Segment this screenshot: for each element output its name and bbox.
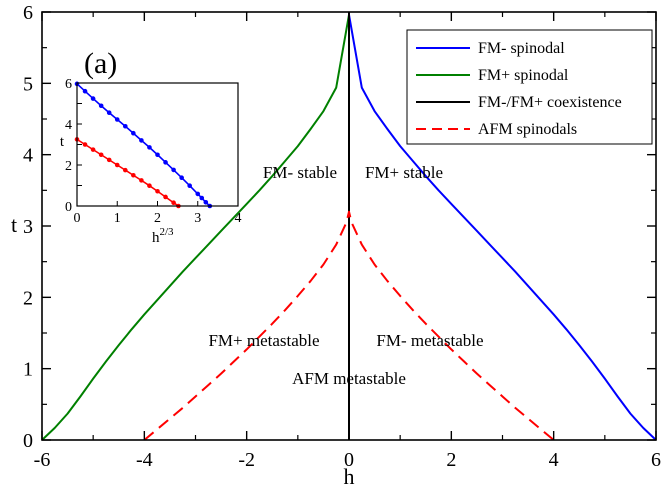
inset-point-afm-spinodals xyxy=(82,142,88,147)
inset-point-fm-spinodal xyxy=(114,117,120,122)
annotation-fm-plus-metastable: FM+ metastable xyxy=(208,331,319,350)
legend-label-fm-plus: FM+ spinodal xyxy=(478,67,569,84)
y-tick-label: 1 xyxy=(23,359,33,381)
inset-point-fm-spinodal xyxy=(179,175,184,181)
annotation-fm-minus-stable: FM- stable xyxy=(263,163,337,182)
annotation-fm-plus-stable: FM+ stable xyxy=(365,163,443,182)
inset-point-fm-spinodal xyxy=(106,110,112,116)
inset-x-tick-label: 0 xyxy=(74,211,81,226)
inset-plot: 0 1 2 3 4 0 2 4 6 t h2/3 xyxy=(60,77,242,246)
y-axis-label: t xyxy=(11,212,17,237)
inset-point-fm-spinodal xyxy=(82,88,88,94)
inset-background xyxy=(77,83,238,206)
inset-point-fm-spinodal xyxy=(139,138,144,143)
inset-point-afm-spinodals xyxy=(147,183,152,188)
panel-label: (a) xyxy=(84,47,117,80)
x-tick-label: 6 xyxy=(651,449,661,471)
inset-series-group xyxy=(74,81,213,209)
inset-point-fm-spinodal xyxy=(98,103,104,109)
series-fm-spinodal xyxy=(41,14,350,441)
inset-y-tick-label: 2 xyxy=(65,159,72,174)
inset-tick-group: 0 1 2 3 4 0 2 4 6 xyxy=(65,77,242,226)
x-axis-label: h xyxy=(344,464,355,489)
x-tick-label: 0 xyxy=(344,449,354,471)
inset-point-fm-spinodal xyxy=(203,200,209,205)
inset-y-tick-label: 0 xyxy=(65,200,72,215)
x-tick-label: 2 xyxy=(446,449,456,471)
inset-x-tick-label: 2 xyxy=(154,211,161,226)
y-tick-label: 3 xyxy=(23,216,33,238)
legend: FM- spinodal FM+ spinodal FM-/FM+ coexis… xyxy=(406,29,653,145)
main-tick-group: -6 -4 -2 0 2 4 6 0 1 2 3 4 5 6 xyxy=(23,2,661,471)
annotation-fm-minus-metastable: FM- metastable xyxy=(376,331,483,350)
inset-point-afm-spinodals xyxy=(163,194,168,200)
inset-y-axis-label: t xyxy=(60,134,65,150)
legend-label-fm-minus: FM- spinodal xyxy=(478,40,565,57)
inset-point-afm-spinodals xyxy=(139,178,144,183)
series-afm-spinodals xyxy=(143,210,555,441)
inset-point-fm-spinodal xyxy=(199,195,205,201)
inset-point-afm-spinodals xyxy=(155,188,160,194)
inset-point-fm-spinodal xyxy=(123,123,128,129)
y-tick-label: 0 xyxy=(23,430,33,452)
annotation-afm-metastable: AFM metastable xyxy=(292,369,406,388)
y-tick-label: 5 xyxy=(23,73,33,95)
inset-point-fm-spinodal xyxy=(147,145,152,150)
y-tick-label: 2 xyxy=(23,287,33,309)
inset-point-fm-spinodal xyxy=(187,183,192,188)
x-tick-label: 4 xyxy=(549,449,559,471)
inset-point-afm-spinodals xyxy=(131,172,136,178)
inset-point-fm-spinodal xyxy=(155,152,160,158)
x-tick-label: -4 xyxy=(136,449,153,471)
inset-point-fm-spinodal xyxy=(163,160,168,165)
inset-x-axis-label: h2/3 xyxy=(152,226,174,246)
inset-point-afm-spinodals xyxy=(90,147,96,152)
inset-x-label-base: h xyxy=(152,230,160,246)
inset-point-afm-spinodals xyxy=(106,157,112,163)
inset-point-afm-spinodals xyxy=(171,200,176,206)
x-tick-label: -2 xyxy=(238,449,255,471)
y-tick-label: 6 xyxy=(23,2,33,24)
y-tick-label: 4 xyxy=(23,145,33,167)
inset-x-tick-label: 3 xyxy=(194,211,201,226)
series-fm-spinodal xyxy=(348,14,657,441)
inset-point-afm-spinodals xyxy=(98,152,104,158)
inset-y-tick-label: 6 xyxy=(65,77,72,92)
inset-x-tick-label: 4 xyxy=(235,211,242,226)
inset-x-label-sup: 2/3 xyxy=(160,226,175,238)
inset-point-fm-spinodal xyxy=(90,96,96,101)
legend-label-coexistence: FM-/FM+ coexistence xyxy=(478,94,622,111)
inset-x-tick-label: 1 xyxy=(114,211,121,226)
legend-label-afm: AFM spinodals xyxy=(478,121,577,138)
main-series-group xyxy=(41,12,657,441)
inset-point-fm-spinodal xyxy=(195,191,201,197)
inset-point-fm-spinodal xyxy=(131,130,136,136)
inset-point-fm-spinodal xyxy=(171,167,176,173)
inset-point-afm-spinodals xyxy=(123,167,128,173)
inset-y-tick-label: 4 xyxy=(65,118,72,133)
inset-point-afm-spinodals xyxy=(114,162,120,168)
x-tick-label: -6 xyxy=(34,449,51,471)
